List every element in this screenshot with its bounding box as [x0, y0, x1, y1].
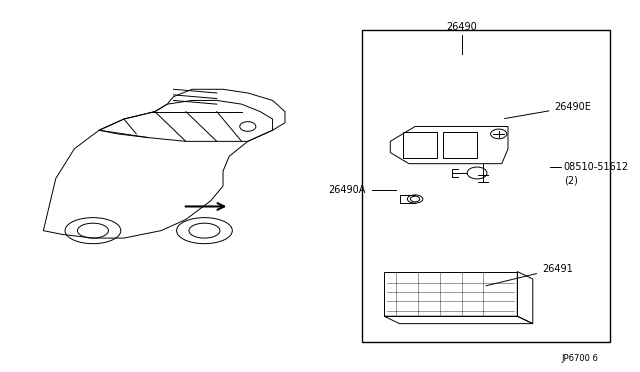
Text: 08510-51612: 08510-51612: [564, 163, 629, 172]
Text: 26490A: 26490A: [328, 185, 365, 195]
Bar: [403, 132, 436, 158]
Text: 26490: 26490: [446, 22, 477, 32]
Text: 26491: 26491: [486, 263, 573, 286]
Bar: [362, 30, 610, 342]
Text: (2): (2): [564, 176, 578, 185]
Bar: [443, 132, 477, 158]
Text: JP6700 6: JP6700 6: [561, 354, 598, 363]
Text: 26490E: 26490E: [504, 102, 591, 119]
Bar: [384, 272, 517, 316]
